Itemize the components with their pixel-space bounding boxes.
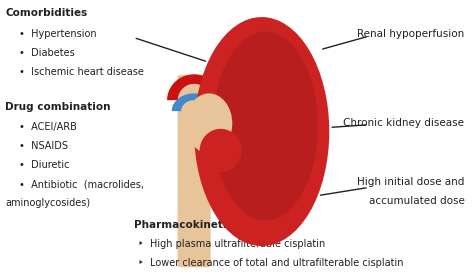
Text: High initial dose and: High initial dose and (357, 176, 465, 187)
Ellipse shape (213, 32, 318, 221)
Text: Drug combination: Drug combination (5, 102, 111, 112)
Ellipse shape (194, 17, 329, 246)
Text: •  Diabetes: • Diabetes (19, 48, 75, 58)
Text: •  ACEI/ARB: • ACEI/ARB (19, 122, 77, 132)
Text: •  Diuretic: • Diuretic (19, 160, 70, 170)
Text: Comorbidities: Comorbidities (5, 7, 88, 18)
Text: •  Hypertension: • Hypertension (19, 29, 97, 39)
Text: •  NSAIDS: • NSAIDS (19, 141, 68, 151)
Text: Pharmacokinetics: Pharmacokinetics (134, 220, 238, 230)
Text: •  Ischemic heart disease: • Ischemic heart disease (19, 67, 144, 78)
Text: ‣  High plasma ultrafilterable cisplatin: ‣ High plasma ultrafilterable cisplatin (138, 239, 326, 249)
Text: •  Antibiotic  (macrolides,: • Antibiotic (macrolides, (19, 179, 145, 189)
FancyBboxPatch shape (178, 75, 210, 267)
Text: aminoglycosides): aminoglycosides) (5, 198, 91, 208)
Ellipse shape (200, 129, 242, 172)
Text: ‣  Lower clearance of total and ultrafilterable cisplatin: ‣ Lower clearance of total and ultrafilt… (138, 258, 404, 268)
Text: Renal hypoperfusion: Renal hypoperfusion (357, 29, 465, 39)
Text: accumulated dose: accumulated dose (369, 196, 465, 206)
Polygon shape (172, 93, 217, 111)
Ellipse shape (186, 93, 232, 153)
Polygon shape (167, 74, 221, 100)
Text: Chronic kidney disease: Chronic kidney disease (344, 118, 465, 128)
